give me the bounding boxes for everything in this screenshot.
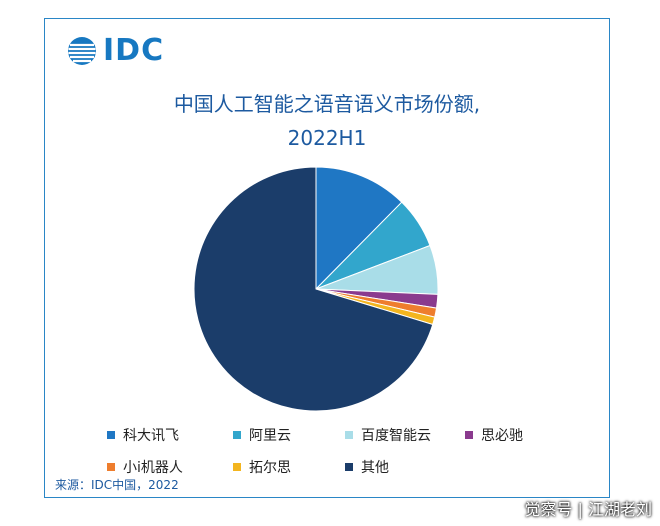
legend-item-0: 科大讯飞: [107, 425, 233, 445]
legend-swatch: [233, 431, 241, 439]
legend-swatch: [345, 431, 353, 439]
chart-title-line2: 2022H1: [287, 126, 367, 150]
chart-legend: 科大讯飞 阿里云 百度智能云 思必驰小i机器人 拓尔思 其他: [107, 425, 567, 477]
pie-slice-0: [315, 166, 403, 291]
legend-swatch: [233, 463, 241, 471]
legend-label: 阿里云: [249, 428, 291, 444]
chart-title: 中国人工智能之语音语义市场份额, 2022H1: [45, 87, 609, 155]
legend-label: 拓尔思: [249, 460, 291, 476]
legend-item-1: 阿里云: [233, 425, 345, 445]
watermark: 觉察号 | 江湖老刘: [524, 500, 652, 519]
chart-title-line1: 中国人工智能之语音语义市场份额,: [173, 92, 481, 116]
legend-label: 百度智能云: [361, 428, 431, 444]
logo-text: IDC: [103, 33, 165, 68]
idc-logo: IDC: [67, 33, 164, 68]
legend-swatch: [465, 431, 473, 439]
legend-item-4: 小i机器人: [107, 457, 233, 477]
legend-item-6: 其他: [345, 457, 465, 477]
legend-label: 思必驰: [481, 428, 523, 444]
legend-swatch: [107, 431, 115, 439]
legend-item-5: 拓尔思: [233, 457, 345, 477]
legend-item-2: 百度智能云: [345, 425, 465, 445]
pie-slice-6: [193, 166, 434, 412]
source-note: 来源：IDC中国，2022: [55, 478, 179, 492]
legend-swatch: [345, 463, 353, 471]
legend-item-3: 思必驰: [465, 425, 565, 445]
pie-chart: [193, 166, 439, 412]
legend-label: 科大讯飞: [123, 428, 179, 444]
legend-label: 小i机器人: [123, 460, 183, 476]
legend-label: 其他: [361, 460, 389, 476]
globe-icon: [68, 36, 96, 65]
chart-frame: IDC 中国人工智能之语音语义市场份额, 2022H1 科大讯飞 阿里云 百度智能云…: [44, 18, 610, 498]
legend-swatch: [107, 463, 115, 471]
